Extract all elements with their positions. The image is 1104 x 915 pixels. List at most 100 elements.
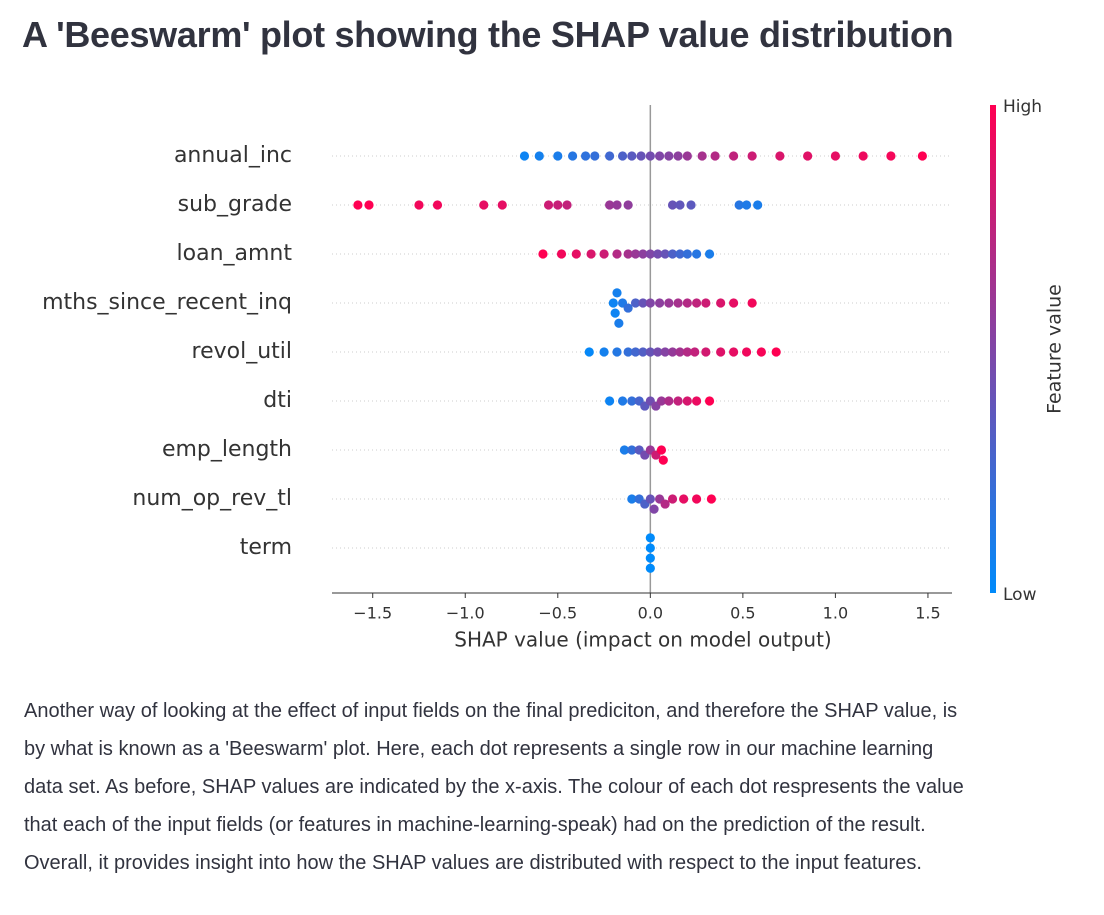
dot bbox=[638, 249, 648, 259]
dot bbox=[627, 445, 637, 455]
dot bbox=[701, 347, 711, 357]
dot bbox=[667, 494, 678, 504]
dot bbox=[729, 151, 739, 161]
dot bbox=[664, 151, 674, 161]
paragraph-line: data set. As before, SHAP values are ind… bbox=[24, 776, 964, 798]
dot bbox=[612, 249, 622, 259]
dot bbox=[660, 499, 670, 509]
dot bbox=[741, 200, 752, 210]
dot bbox=[584, 347, 594, 357]
x-tick-label: 0.0 bbox=[638, 604, 663, 623]
dot bbox=[830, 151, 841, 161]
dot bbox=[627, 494, 637, 504]
dot bbox=[753, 200, 763, 210]
dot bbox=[682, 298, 692, 308]
dot bbox=[701, 298, 711, 308]
paragraph-line: by what is known as a 'Beeswarm' plot. H… bbox=[24, 738, 934, 760]
dot bbox=[660, 347, 670, 357]
dot bbox=[654, 298, 665, 308]
dot bbox=[691, 249, 702, 259]
dot bbox=[590, 151, 600, 161]
dot bbox=[653, 249, 663, 259]
dot bbox=[630, 249, 641, 259]
dot bbox=[645, 494, 655, 504]
dot bbox=[612, 288, 622, 298]
dot bbox=[697, 151, 707, 161]
dot bbox=[364, 200, 374, 210]
dot bbox=[682, 347, 692, 357]
colorbar bbox=[990, 105, 996, 593]
dot bbox=[608, 298, 618, 308]
dot bbox=[538, 249, 548, 259]
dot bbox=[734, 200, 744, 210]
feature-label: term bbox=[240, 535, 292, 560]
dot bbox=[664, 396, 674, 406]
dot bbox=[654, 151, 665, 161]
dot bbox=[645, 533, 655, 543]
dot bbox=[656, 396, 667, 406]
dot bbox=[519, 151, 530, 161]
colorbar-high: High bbox=[1003, 97, 1042, 117]
dot bbox=[630, 347, 641, 357]
x-tick-label: 1.5 bbox=[915, 604, 940, 623]
feature-label: mths_since_recent_inq bbox=[42, 290, 292, 315]
dot bbox=[675, 200, 685, 210]
dot bbox=[645, 553, 655, 563]
dot bbox=[803, 151, 813, 161]
dot bbox=[605, 396, 615, 406]
dot bbox=[617, 396, 628, 406]
dot bbox=[673, 151, 683, 161]
x-axis-label: SHAP value (impact on model output) bbox=[454, 628, 831, 652]
feature-label: emp_length bbox=[162, 437, 292, 462]
dot bbox=[619, 445, 630, 455]
dot bbox=[556, 249, 567, 259]
paragraph-line: Overall, it provides insight into how th… bbox=[24, 852, 922, 874]
dot bbox=[627, 151, 637, 161]
dot bbox=[636, 151, 646, 161]
dot bbox=[414, 200, 424, 210]
dot bbox=[605, 200, 615, 210]
dot bbox=[649, 504, 659, 514]
dot bbox=[645, 543, 655, 553]
dot bbox=[747, 298, 757, 308]
dot bbox=[580, 151, 591, 161]
dot bbox=[605, 151, 615, 161]
dot bbox=[553, 151, 563, 161]
feature-label: revol_util bbox=[192, 339, 292, 364]
dot bbox=[623, 347, 633, 357]
dot bbox=[656, 445, 667, 455]
dot bbox=[756, 347, 766, 357]
feature-label: num_op_rev_tl bbox=[132, 486, 292, 511]
dot bbox=[917, 151, 927, 161]
x-tick-label: −1.0 bbox=[446, 604, 485, 623]
paragraph: Another way of looking at the effect of … bbox=[24, 692, 964, 882]
dot bbox=[432, 200, 443, 210]
x-tick-label: 1.0 bbox=[823, 604, 848, 623]
feature-label: annual_inc bbox=[174, 143, 292, 168]
chart: annual_inc sub_grade loan_amnt mths_since_r… bbox=[42, 97, 1065, 652]
dot bbox=[706, 494, 717, 504]
dot bbox=[553, 200, 563, 210]
dot bbox=[682, 396, 692, 406]
dot bbox=[612, 347, 622, 357]
dot bbox=[664, 298, 674, 308]
dot bbox=[614, 318, 624, 328]
dot bbox=[645, 563, 655, 573]
dot bbox=[623, 249, 633, 259]
dot bbox=[682, 151, 692, 161]
dot bbox=[623, 200, 633, 210]
dot bbox=[599, 347, 609, 357]
dot bbox=[567, 151, 578, 161]
dot bbox=[610, 308, 620, 318]
dot bbox=[562, 200, 572, 210]
dot bbox=[771, 347, 781, 357]
dot bbox=[741, 347, 752, 357]
dot bbox=[729, 347, 739, 357]
dot bbox=[543, 200, 554, 210]
dot bbox=[645, 151, 655, 161]
dot bbox=[691, 396, 702, 406]
dot bbox=[653, 347, 663, 357]
dot bbox=[679, 494, 689, 504]
dot bbox=[617, 151, 628, 161]
